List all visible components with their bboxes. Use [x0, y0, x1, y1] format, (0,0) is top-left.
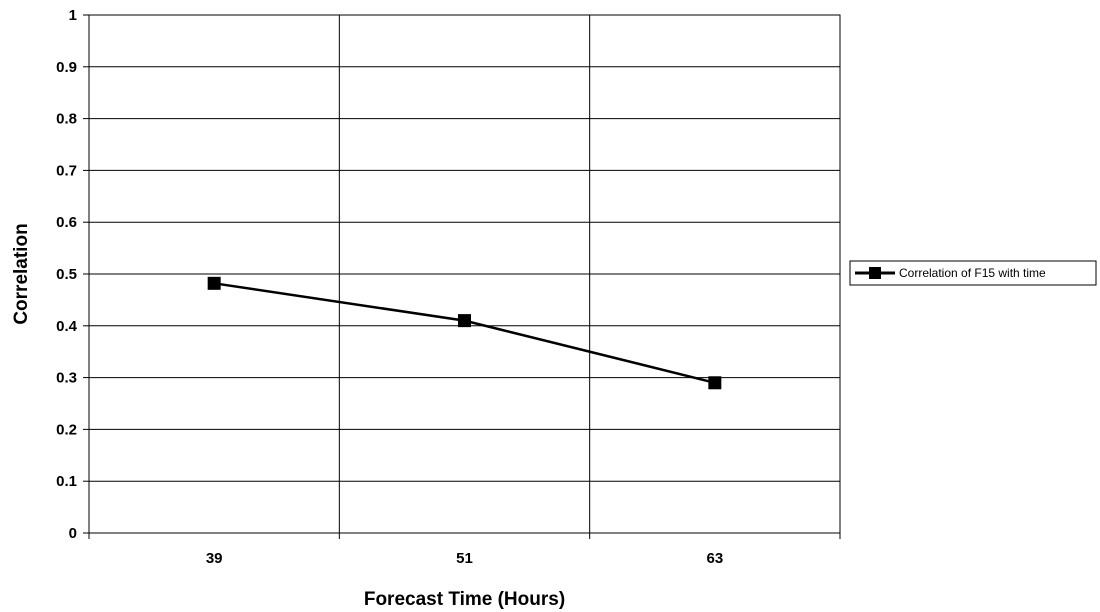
legend-marker-swatch	[869, 267, 881, 279]
y-tick-label: 0	[69, 525, 77, 542]
x-tick-label: 51	[456, 550, 473, 567]
y-tick-label: 1	[69, 7, 77, 24]
y-tick-label: 0.8	[56, 111, 77, 128]
legend-entry-label: Correlation of F15 with time	[899, 266, 1046, 280]
x-tick-label: 39	[206, 550, 223, 567]
series-layer	[207, 276, 722, 390]
x-axis-title: Forecast Time (Hours)	[364, 589, 565, 610]
series-line	[213, 282, 716, 384]
data-point-marker	[207, 276, 221, 290]
x-ticks: 39 51 63	[88, 533, 841, 567]
y-tick-label: 0.5	[56, 266, 77, 283]
y-tick-label: 0.2	[56, 421, 77, 438]
y-tick-label: 0.9	[56, 59, 77, 76]
y-ticks: 0 0.1 0.2 0.3 0.4 0.5 0.6 0.7 0.8 0.9 1	[56, 7, 89, 542]
y-tick-label: 0.3	[56, 370, 77, 387]
y-tick-label: 0.4	[56, 318, 78, 335]
y-axis-title: Correlation	[11, 223, 32, 324]
y-tick-label: 0.6	[56, 214, 77, 231]
gridlines	[89, 14, 840, 534]
data-point-marker	[458, 314, 471, 328]
y-tick-label: 0.7	[56, 162, 77, 179]
data-point-marker	[708, 376, 722, 390]
legend: Correlation of F15 with time	[849, 260, 1097, 286]
x-tick-label: 63	[706, 550, 723, 567]
y-tick-label: 0.1	[56, 473, 77, 490]
